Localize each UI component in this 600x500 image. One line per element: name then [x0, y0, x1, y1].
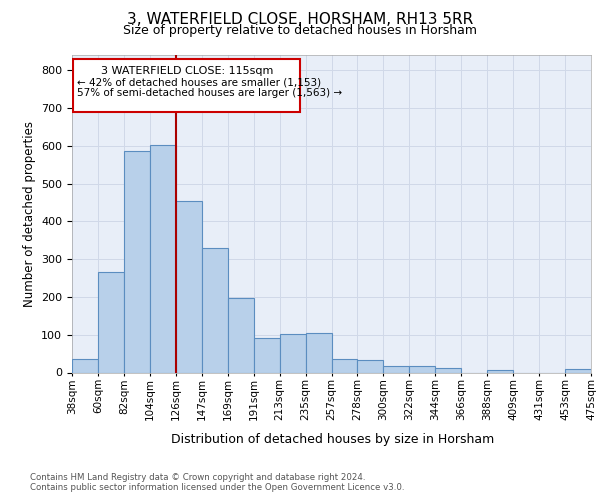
- Bar: [202, 248, 228, 372]
- Y-axis label: Number of detached properties: Number of detached properties: [23, 120, 35, 306]
- Text: Contains public sector information licensed under the Open Government Licence v3: Contains public sector information licen…: [30, 483, 404, 492]
- Text: Distribution of detached houses by size in Horsham: Distribution of detached houses by size …: [172, 432, 494, 446]
- FancyBboxPatch shape: [73, 59, 301, 112]
- Bar: [98, 272, 124, 372]
- Bar: [280, 334, 305, 372]
- Bar: [254, 338, 280, 372]
- Bar: [72, 359, 98, 372]
- Bar: [358, 360, 383, 372]
- Text: Contains HM Land Registry data © Crown copyright and database right 2024.: Contains HM Land Registry data © Crown c…: [30, 472, 365, 482]
- Text: Size of property relative to detached houses in Horsham: Size of property relative to detached ho…: [123, 24, 477, 37]
- Bar: [124, 152, 150, 372]
- Bar: [150, 144, 176, 372]
- Text: 57% of semi-detached houses are larger (1,563) →: 57% of semi-detached houses are larger (…: [77, 88, 343, 99]
- Bar: [487, 370, 513, 372]
- Bar: [331, 359, 358, 372]
- Bar: [383, 366, 409, 372]
- Bar: [436, 368, 461, 372]
- Text: ← 42% of detached houses are smaller (1,153): ← 42% of detached houses are smaller (1,…: [77, 78, 322, 88]
- Bar: [228, 298, 254, 372]
- Bar: [305, 333, 331, 372]
- Bar: [565, 370, 591, 372]
- Text: 3 WATERFIELD CLOSE: 115sqm: 3 WATERFIELD CLOSE: 115sqm: [101, 66, 273, 76]
- Text: 3, WATERFIELD CLOSE, HORSHAM, RH13 5RR: 3, WATERFIELD CLOSE, HORSHAM, RH13 5RR: [127, 12, 473, 28]
- Bar: [176, 202, 202, 372]
- Bar: [409, 366, 436, 372]
